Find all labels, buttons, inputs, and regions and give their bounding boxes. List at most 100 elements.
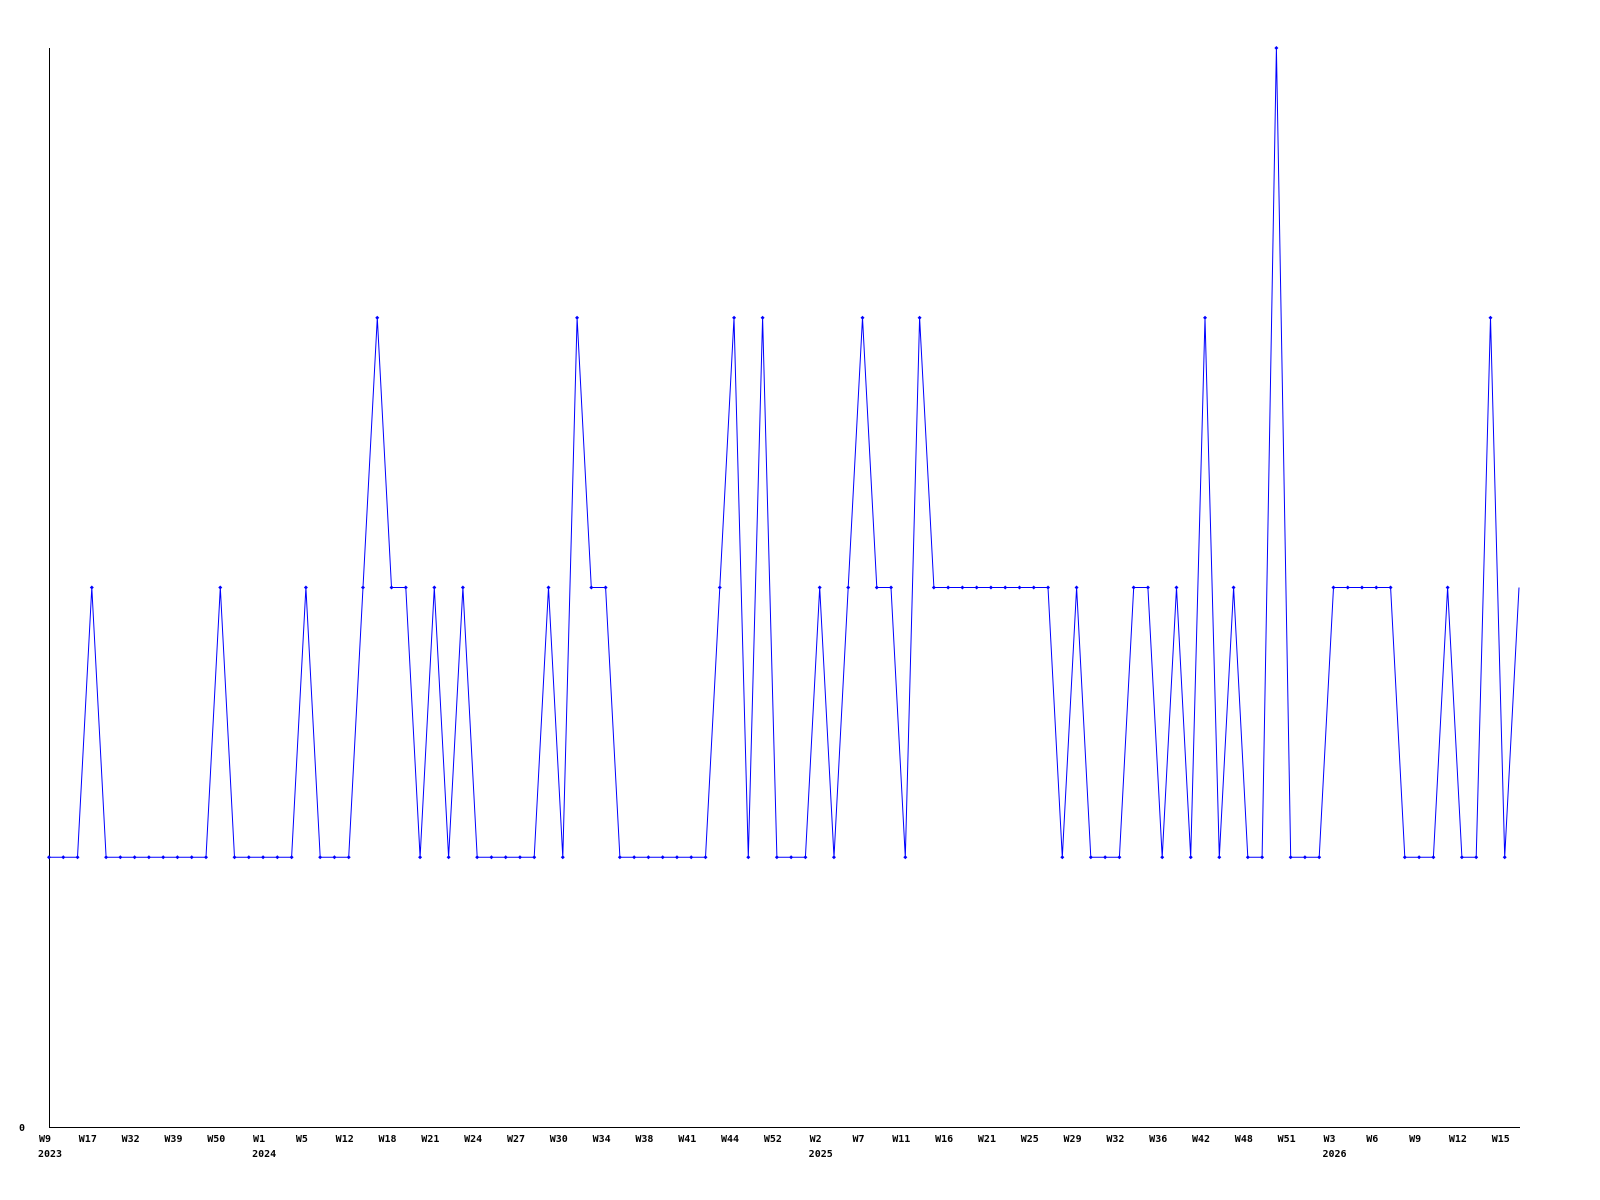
x-tick-label: W11 [892,1134,910,1145]
data-point [646,855,651,860]
data-point [817,585,822,590]
data-point [1402,855,1407,860]
x-tick-label: W2 [810,1134,822,1145]
data-point [1174,585,1179,590]
data-point [803,855,808,860]
data-point [246,855,251,860]
data-point [917,315,922,320]
x-tick-label: W24 [464,1134,482,1145]
data-point [1360,585,1365,590]
data-point [1445,585,1450,590]
data-point [460,585,465,590]
x-tick-label: W36 [1149,1134,1167,1145]
data-point [1374,585,1379,590]
data-point [931,585,936,590]
data-point [1145,585,1150,590]
data-point [432,585,437,590]
x-tick-label: W50 [207,1134,225,1145]
data-point [203,855,208,860]
data-point [831,855,836,860]
data-point [575,315,580,320]
data-point [717,585,722,590]
x-tick-label: W6 [1366,1134,1378,1145]
data-point [1431,855,1436,860]
data-point [61,855,66,860]
data-point [1474,855,1479,860]
data-point [517,855,522,860]
data-point [346,855,351,860]
x-tick-label: W41 [678,1134,696,1145]
data-point [1331,585,1336,590]
data-point [603,585,608,590]
data-point [189,855,194,860]
data-point [660,855,665,860]
data-point [475,855,480,860]
data-point [118,855,123,860]
x-tick-label: W9 [1409,1134,1421,1145]
data-point [104,855,109,860]
x-tick-label: W34 [593,1134,611,1145]
data-point [1231,585,1236,590]
data-point [1088,855,1093,860]
x-tick-label: W3 [1323,1134,1335,1145]
x-tick-label: W29 [1064,1134,1082,1145]
data-point [1074,585,1079,590]
x-tick-label: W48 [1235,1134,1253,1145]
data-point [47,855,51,860]
data-point [175,855,180,860]
data-point [546,585,551,590]
x-tick-label: W27 [507,1134,525,1145]
data-point [860,315,865,320]
data-point [1031,585,1036,590]
data-point [446,855,451,860]
data-point [1103,855,1108,860]
x-tick-label: W9 [39,1134,51,1145]
x-tick-label: W38 [635,1134,653,1145]
data-point [75,855,80,860]
x-tick-label: W32 [1106,1134,1124,1145]
data-point [1245,855,1250,860]
data-point [1060,855,1065,860]
data-point [1502,855,1507,860]
year-label: 2025 [809,1149,833,1160]
data-point [360,585,365,590]
data-point [1017,585,1022,590]
x-tick-label: W18 [378,1134,396,1145]
data-point [1203,315,1208,320]
data-point [632,855,637,860]
data-point [375,315,380,320]
data-point [1488,315,1493,320]
data-point [1288,855,1293,860]
x-tick-label: W52 [764,1134,782,1145]
data-point [1260,855,1265,860]
x-tick-label: W21 [978,1134,996,1145]
data-point [589,585,594,590]
data-point [774,855,779,860]
x-tick-label: W15 [1492,1134,1510,1145]
data-point [261,855,266,860]
x-tick-label: W12 [336,1134,354,1145]
data-point [760,315,765,320]
x-tick-label: W16 [935,1134,953,1145]
x-tick-label: W44 [721,1134,739,1145]
data-point [703,855,708,860]
data-point [489,855,494,860]
data-point [418,855,423,860]
data-point [1217,855,1222,860]
data-point [1388,585,1393,590]
data-point [232,855,237,860]
data-point [789,855,794,860]
data-point [503,855,508,860]
data-point [732,315,737,320]
data-point [318,855,323,860]
data-point [332,855,337,860]
data-point [903,855,908,860]
data-point [889,585,894,590]
x-tick-label: W39 [164,1134,182,1145]
y-tick-label: 0 [19,1123,25,1134]
data-point [1117,855,1122,860]
data-point [403,585,408,590]
data-point [132,855,137,860]
x-tick-label: W25 [1021,1134,1039,1145]
x-tick-label: W17 [79,1134,97,1145]
